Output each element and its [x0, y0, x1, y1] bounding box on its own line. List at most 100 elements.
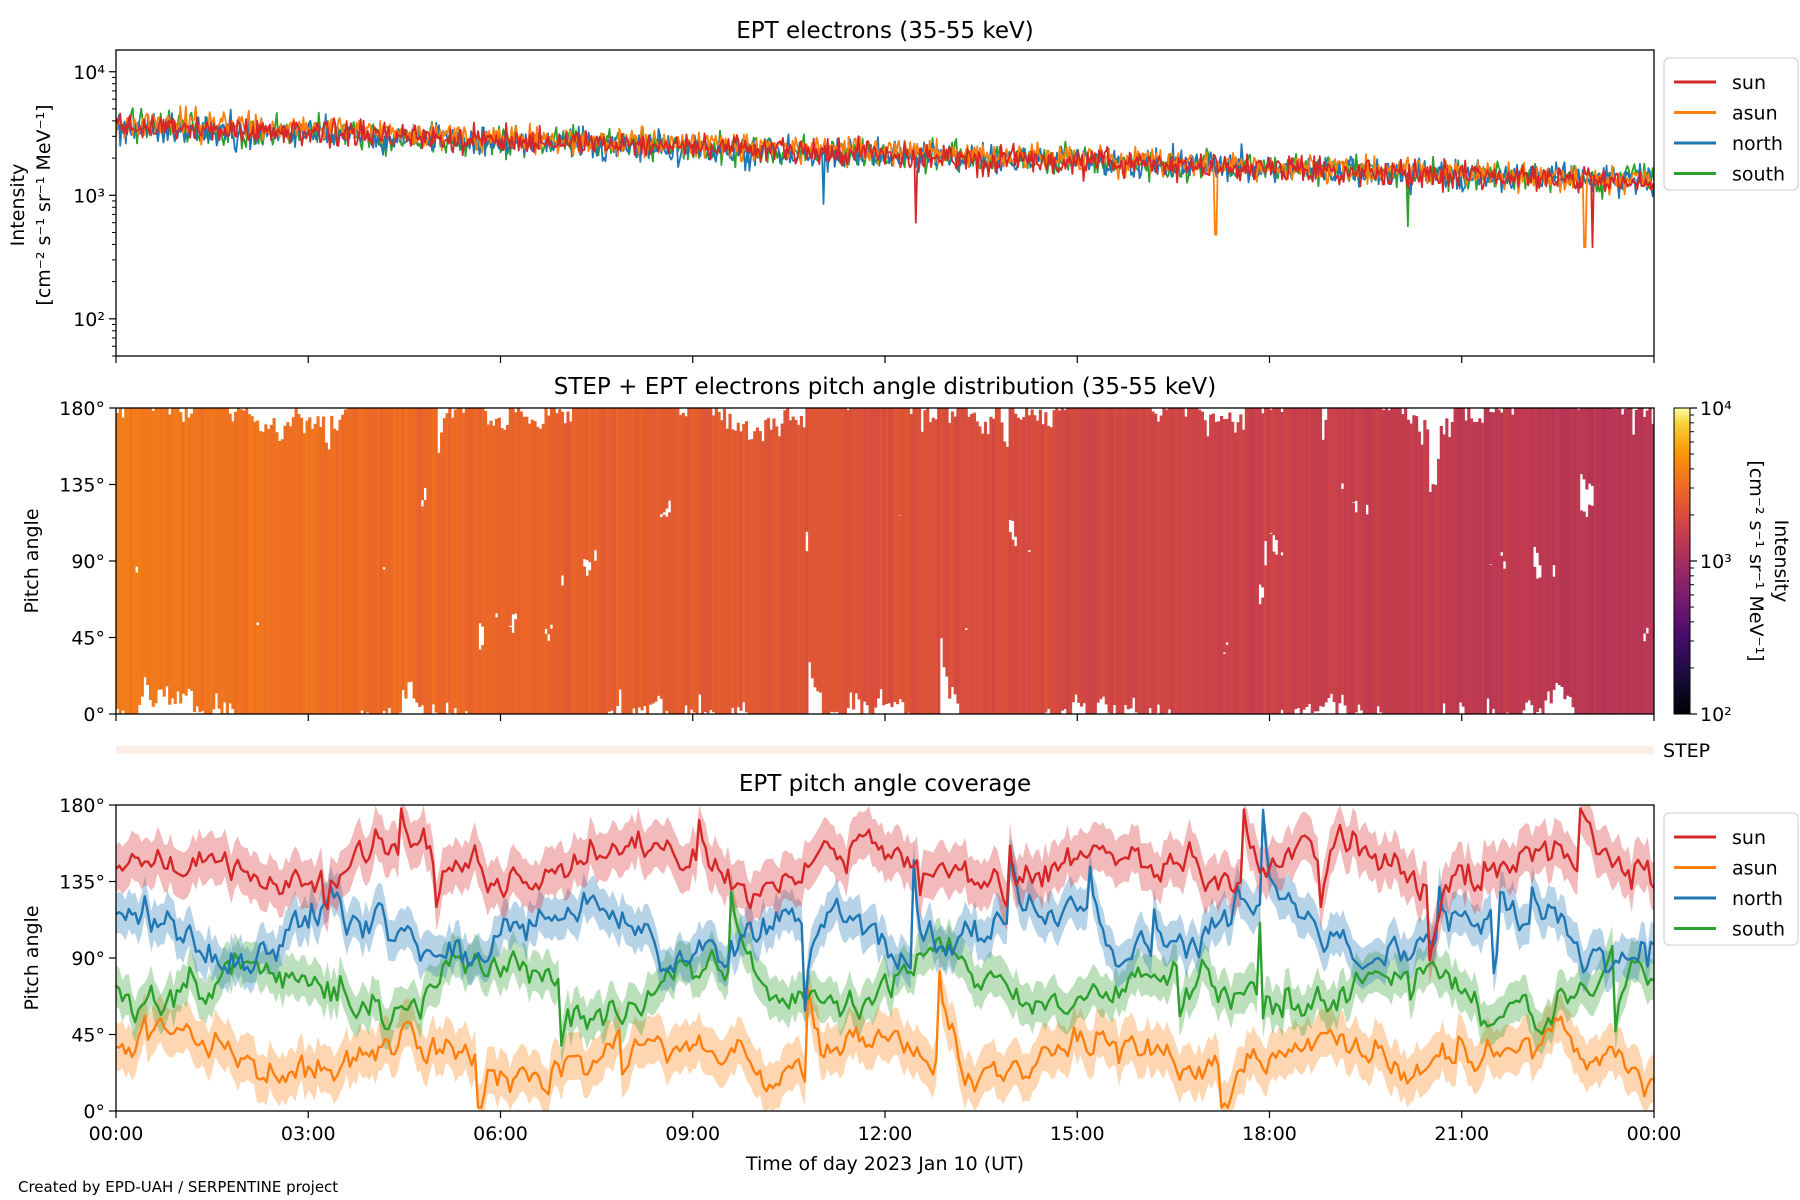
pad-cell: [1335, 408, 1339, 714]
pad-cell: [1442, 434, 1446, 704]
pad-cell: [214, 408, 219, 694]
pad-cell: [1181, 408, 1185, 714]
pad-cell: [1568, 408, 1573, 697]
pad-cell: [313, 423, 317, 714]
legend-label-sun: sun: [1732, 72, 1766, 94]
pad-cell: [137, 408, 142, 705]
pad-cell: [434, 408, 438, 713]
pad-cell: [511, 408, 515, 615]
pad-cell: [1096, 408, 1100, 703]
pad-cell: [179, 412, 183, 704]
pad-cell: [1384, 408, 1388, 714]
pad-cell: [1052, 410, 1056, 714]
pad-cell: [1123, 408, 1128, 705]
pad-cell: [1274, 554, 1279, 714]
pad-cell: [1211, 413, 1215, 714]
pad-cell: [604, 408, 609, 714]
pad-cell: [1596, 408, 1600, 714]
legend-label-north: north: [1732, 888, 1783, 910]
pad-cell: [1522, 408, 1526, 711]
pad-cell: [393, 408, 397, 714]
pad-cell: [879, 408, 883, 690]
pad-cell: [1090, 408, 1095, 714]
pad-cell: [1294, 408, 1298, 710]
pad-cell: [668, 408, 672, 501]
pad-cell: [1398, 408, 1402, 714]
pad-cell: [289, 426, 293, 714]
pad-cell: [772, 418, 776, 714]
coverage-line-asun: [116, 970, 1654, 1109]
colorbar: [1673, 407, 1691, 715]
pad-cell: [1618, 408, 1622, 714]
pad-cell: [626, 408, 630, 714]
legend-label-asun: asun: [1732, 103, 1778, 125]
pad-cell: [1156, 421, 1161, 705]
pad-cell: [1264, 565, 1268, 714]
pad-cell: [1093, 408, 1097, 714]
pad-cell: [1577, 409, 1581, 714]
pad-cell: [989, 416, 993, 714]
pad-cell: [239, 409, 243, 714]
pad-cell: [1629, 408, 1633, 714]
pad-cell: [305, 420, 309, 714]
pad-cell: [640, 408, 644, 711]
colorbar-tick-label: 10⁴: [1700, 398, 1732, 420]
pad-cell: [945, 408, 949, 677]
step-label: STEP: [1663, 740, 1710, 762]
pad-cell: [286, 422, 290, 714]
pad-cell: [269, 424, 273, 714]
pad-cell: [1431, 484, 1435, 714]
pad-cell: [926, 408, 930, 714]
pad-cell: [1313, 408, 1317, 712]
pad-cell: [1588, 408, 1592, 484]
pad-cell: [1264, 408, 1268, 541]
pad-cell: [1222, 419, 1226, 653]
pad-cell: [418, 408, 422, 707]
pad-cell: [761, 441, 765, 714]
pad-cell: [206, 408, 210, 714]
pad-cell: [398, 408, 403, 713]
pad-cell: [912, 408, 916, 714]
pad-cell: [890, 408, 894, 708]
pad-cell: [157, 408, 161, 690]
pad-cell: [1327, 408, 1331, 699]
pad-cell: [1511, 414, 1515, 714]
pad-cell: [1305, 408, 1309, 707]
pad-cell: [895, 408, 900, 705]
pad-cell: [431, 408, 435, 705]
pad-cell: [121, 417, 125, 711]
pad-cell: [423, 499, 427, 714]
pad-cell: [1456, 408, 1460, 714]
pad-cell: [409, 408, 414, 682]
panel3-ylabel: Pitch angle: [21, 905, 43, 1010]
pad-cell: [508, 627, 512, 714]
pad-cell: [146, 408, 150, 686]
pad-cell: [1014, 546, 1018, 714]
pad-cell: [1502, 408, 1507, 562]
pad-cell: [1307, 408, 1312, 704]
pad-cell: [1104, 408, 1108, 705]
pad-cell: [1189, 408, 1193, 714]
pad-cell: [1283, 408, 1287, 714]
pad-cell: [1338, 408, 1342, 704]
pad-cell: [1063, 409, 1067, 709]
pad-cell: [365, 408, 370, 713]
pad-cell: [588, 570, 592, 714]
pad-cell: [1014, 413, 1018, 537]
pad-cell: [555, 413, 559, 714]
pad-cell: [250, 416, 254, 714]
pad-cell: [838, 408, 842, 714]
pad-cell: [698, 408, 702, 695]
pad-cell: [673, 408, 677, 714]
pad-cell: [1439, 426, 1443, 714]
pad-cell: [832, 408, 836, 713]
pad-cell: [1538, 577, 1542, 709]
pad-cell: [198, 408, 202, 713]
panel-coverage: EPT pitch angle coverage 0° 45° 90° 135° 180…: [21, 771, 1799, 1175]
pad-cell: [1261, 597, 1265, 714]
pad-cell: [967, 416, 971, 714]
pad-cell: [1546, 408, 1551, 692]
pad-cell: [1184, 416, 1188, 714]
pad-cell: [525, 416, 529, 714]
pad-cell: [684, 416, 688, 706]
